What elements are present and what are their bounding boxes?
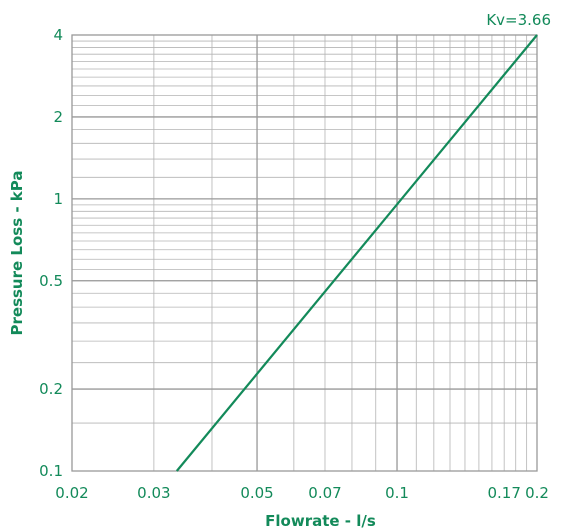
x-tick-label: 0.2 [525,484,549,502]
x-tick-label: 0.17 [487,484,520,502]
y-tick-labels: 0.1 0.2 0.5 1 2 4 [39,26,63,480]
y-tick-label: 4 [53,26,63,44]
series-label-kv: Kv=3.66 [486,11,551,29]
x-tick-label: 0.02 [55,484,88,502]
y-tick-label: 0.1 [39,462,63,480]
x-tick-label: 0.1 [385,484,409,502]
series-layer [175,34,538,472]
x-tick-label: 0.03 [137,484,170,502]
x-tick-labels: 0.02 0.03 0.05 0.07 0.1 0.17 0.2 [55,484,549,502]
y-tick-label: 2 [53,108,63,126]
y-tick-label: 1 [53,190,63,208]
y-axis-title: Pressure Loss - kPa [8,171,26,336]
major-gridlines [72,35,537,471]
x-tick-label: 0.07 [308,484,341,502]
y-tick-label: 0.5 [39,272,63,290]
series-line-0 [175,34,538,472]
plot-frame [71,34,538,472]
x-axis-title: Flowrate - l/s [265,512,376,530]
x-tick-label: 0.05 [240,484,273,502]
y-tick-label: 0.2 [39,380,63,398]
minor-gridlines [71,34,538,472]
